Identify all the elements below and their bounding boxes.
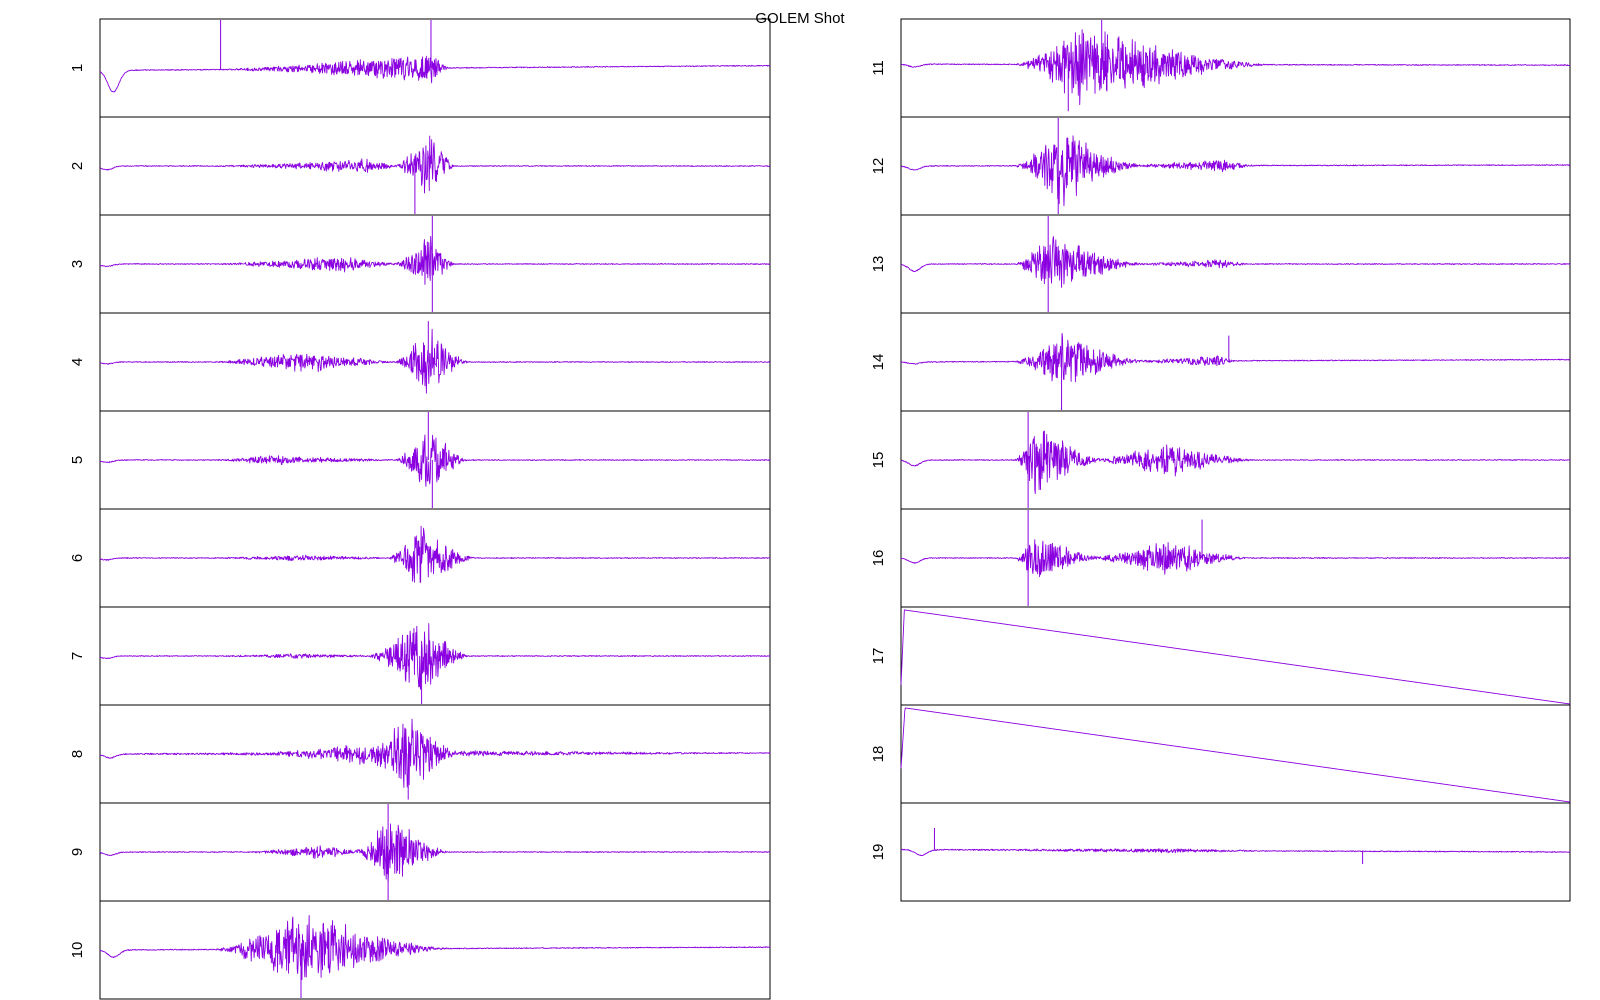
- series-line: [99, 623, 771, 690]
- series-line: [99, 718, 771, 788]
- panel-9: 9: [69, 802, 771, 902]
- series-line: [900, 707, 1571, 803]
- panel-label: 3: [69, 260, 86, 268]
- panel-15: 15: [870, 410, 1571, 510]
- panel-label: 11: [870, 60, 887, 76]
- panel-frame: [99, 900, 771, 1000]
- panel-label: 6: [69, 554, 86, 562]
- panel-2: 2: [69, 116, 771, 216]
- panel-16: 16: [870, 508, 1571, 608]
- panel-11: 11: [870, 18, 1571, 118]
- series-line: [99, 525, 771, 583]
- panel-label: 13: [870, 256, 887, 273]
- panel-label: 17: [870, 648, 887, 665]
- panel-frame: [900, 18, 1571, 118]
- panel-3: 3: [69, 214, 771, 314]
- panel-label: 4: [69, 358, 86, 366]
- panel-8: 8: [69, 704, 771, 804]
- panel-frame: [900, 704, 1571, 804]
- series-line: [99, 823, 771, 883]
- panel-label: 5: [69, 456, 86, 464]
- panel-label: 16: [870, 550, 887, 567]
- series-line: [99, 235, 771, 285]
- series-line: [900, 609, 1571, 705]
- panel-label: 8: [69, 750, 86, 758]
- panel-1: 1: [69, 18, 771, 118]
- panel-17: 17: [870, 606, 1571, 706]
- panel-label: 2: [69, 162, 86, 170]
- panel-18: 18: [870, 704, 1571, 804]
- series-line: [900, 332, 1571, 383]
- series-line: [900, 539, 1571, 578]
- series-line: [900, 236, 1571, 288]
- series-line: [900, 29, 1571, 106]
- series-line: [99, 915, 771, 980]
- series-line: [900, 848, 1571, 857]
- panel-12: 12: [870, 116, 1571, 216]
- series-line: [99, 328, 771, 394]
- panel-label: 14: [870, 354, 887, 371]
- series-line: [99, 135, 771, 194]
- panel-10: 10: [69, 900, 771, 1000]
- series-line: [99, 434, 771, 487]
- panel-label: 7: [69, 652, 86, 660]
- panel-13: 13: [870, 214, 1571, 314]
- series-line: [900, 430, 1571, 495]
- panel-label: 9: [69, 848, 86, 856]
- panel-label: 18: [870, 746, 887, 763]
- series-line: [900, 135, 1571, 207]
- panel-5: 5: [69, 410, 771, 510]
- panel-label: 10: [69, 942, 86, 959]
- panel-7: 7: [69, 606, 771, 706]
- series-line: [99, 55, 771, 93]
- panel-4: 4: [69, 312, 771, 412]
- panel-label: 15: [870, 452, 887, 469]
- panel-14: 14: [870, 312, 1571, 412]
- panel-label: 12: [870, 158, 887, 175]
- panel-frame: [900, 606, 1571, 706]
- panel-6: 6: [69, 508, 771, 608]
- panel-label: 19: [870, 844, 887, 861]
- chart-title: GOLEM Shot: [755, 10, 845, 27]
- panel-19: 19: [870, 802, 1571, 902]
- panel-label: 1: [69, 64, 86, 72]
